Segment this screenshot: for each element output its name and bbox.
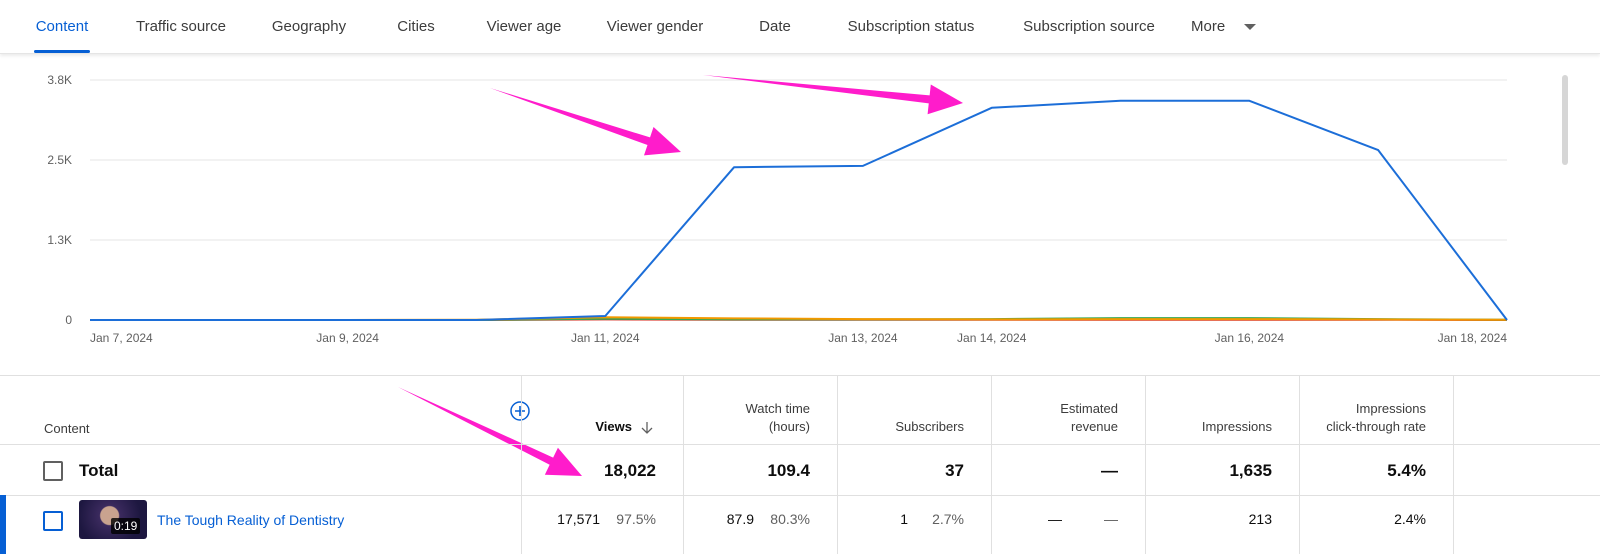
y-tick-label: 2.5K xyxy=(47,153,72,167)
sort-icon xyxy=(641,422,653,434)
chart: 0 1.3K 2.5K 3.8K Jan 7, 2024 Jan 9, 2024 Jan 1… xyxy=(47,73,1508,345)
y-tick-label: 0 xyxy=(65,313,72,327)
total-value: 1,635 xyxy=(1229,461,1272,480)
y-tick-label: 3.8K xyxy=(47,73,72,87)
column-header: Watch time (hours) xyxy=(745,401,810,434)
tab[interactable]: Content xyxy=(35,18,89,35)
x-tick-label: Jan 16, 2024 xyxy=(1215,331,1285,345)
series-line xyxy=(90,99,1508,321)
row-divider xyxy=(0,444,1600,445)
row-value: 213 xyxy=(1248,511,1272,527)
tab-bar xyxy=(0,0,1600,54)
tab[interactable]: Viewer gender xyxy=(606,18,704,35)
column-header: Estimated revenue xyxy=(1060,401,1118,434)
column-header: Subscribers xyxy=(895,419,964,434)
tab[interactable]: More xyxy=(1191,18,1226,35)
table-top-border xyxy=(0,375,1600,376)
column-divider xyxy=(991,375,992,554)
total-value: — xyxy=(1101,461,1118,480)
row-value: 87.9 xyxy=(726,511,754,527)
column-header: Impressions xyxy=(1201,419,1272,434)
total-value: 37 xyxy=(945,461,964,480)
row-value: 1 xyxy=(900,511,908,527)
x-tick-label: Jan 13, 2024 xyxy=(828,331,898,345)
x-tick-label: Jan 18, 2024 xyxy=(1438,331,1508,345)
total-value: 18,022 xyxy=(604,461,656,480)
tab[interactable]: Cities xyxy=(397,18,435,35)
total-value: 5.4% xyxy=(1387,461,1426,480)
row-percent: 80.3% xyxy=(770,511,810,527)
tab[interactable]: Geography xyxy=(271,18,347,35)
x-tick-label: Jan 11, 2024 xyxy=(571,331,640,345)
row-value: — xyxy=(1048,511,1062,527)
row-value: 17,571 xyxy=(557,511,600,527)
column-divider xyxy=(1145,375,1146,554)
tab[interactable]: Traffic source xyxy=(135,18,227,35)
column-header: Content xyxy=(44,421,90,436)
row-percent: — xyxy=(1104,511,1118,527)
row-percent: 2.7% xyxy=(932,511,964,527)
add-metric-button[interactable] xyxy=(510,401,530,421)
column-divider xyxy=(1299,375,1300,554)
tab[interactable]: Viewer age xyxy=(486,18,562,35)
column-divider xyxy=(683,375,684,554)
x-tick-label: Jan 9, 2024 xyxy=(316,331,379,345)
duration-badge: 0:19 xyxy=(111,518,141,534)
y-tick-label: 1.3K xyxy=(47,233,72,247)
tab[interactable]: Subscription source xyxy=(1023,18,1155,35)
checkbox[interactable] xyxy=(43,511,63,531)
column-divider xyxy=(1453,375,1454,554)
row-value: 2.4% xyxy=(1394,511,1426,527)
tab[interactable]: Subscription status xyxy=(847,18,975,35)
column-header: Impressions click-through rate xyxy=(1326,401,1426,434)
checkbox[interactable] xyxy=(43,461,63,481)
column-divider xyxy=(521,375,522,554)
more-caret xyxy=(1244,24,1256,30)
tab-indicator xyxy=(34,50,90,53)
scrollbar[interactable] xyxy=(1562,75,1568,165)
column-header: Views xyxy=(595,419,632,434)
tab[interactable]: Date xyxy=(759,18,791,35)
x-tick-label: Jan 14, 2024 xyxy=(957,331,1027,345)
add-metric-plus xyxy=(515,406,525,416)
video-title-link[interactable]: The Tough Reality of Dentistry xyxy=(157,512,345,528)
selected-row-marker xyxy=(0,495,6,554)
total-label: Total xyxy=(79,461,119,480)
row-divider xyxy=(0,495,1600,496)
x-tick-label: Jan 7, 2024 xyxy=(90,331,153,345)
column-divider xyxy=(837,375,838,554)
total-value: 109.4 xyxy=(767,461,810,480)
row-percent: 97.5% xyxy=(616,511,656,527)
